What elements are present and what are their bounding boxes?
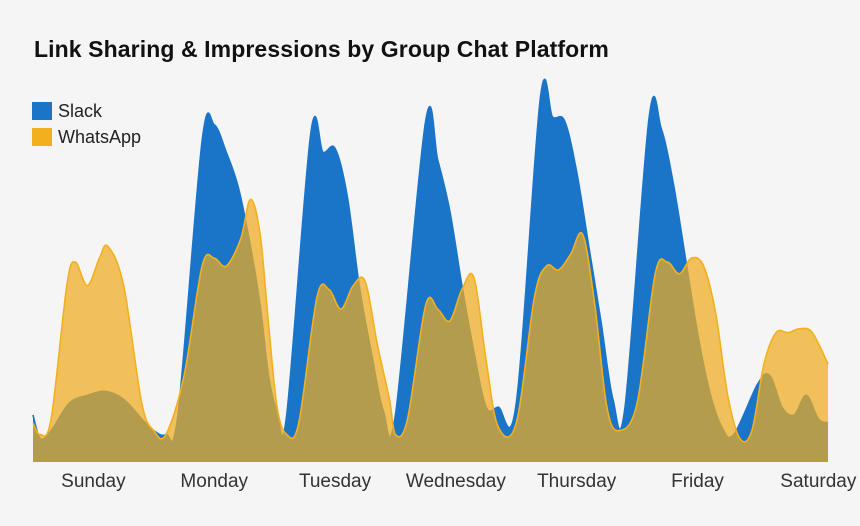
series-line-slack <box>32 78 829 443</box>
x-axis: Sunday Monday Tuesday Wednesday Thursday Frid… <box>61 471 857 492</box>
x-tick-label-monday: Monday <box>180 471 248 492</box>
x-tick-label-wednesday: Wednesday <box>406 471 506 492</box>
legend-swatch-slack <box>32 102 52 120</box>
legend-item-slack: Slack <box>32 98 141 124</box>
legend-item-whatsapp: WhatsApp <box>32 124 141 150</box>
chart-title: Link Sharing & Impressions by Group Chat… <box>34 36 609 62</box>
x-tick-label-friday: Friday <box>671 471 724 492</box>
x-tick-label-saturday: Saturday <box>780 471 857 492</box>
series-layer <box>32 78 829 463</box>
legend-label-whatsapp: WhatsApp <box>58 126 142 147</box>
x-tick-label-tuesday: Tuesday <box>299 471 372 492</box>
legend-label-slack: Slack <box>58 100 103 121</box>
series-area-whatsapp <box>33 199 828 463</box>
series-line-whatsapp <box>32 198 829 443</box>
legend: Slack WhatsApp <box>32 98 141 150</box>
legend-swatch-whatsapp <box>32 128 52 146</box>
x-tick-label-thursday: Thursday <box>537 471 617 492</box>
x-tick-label-sunday: Sunday <box>61 471 126 492</box>
